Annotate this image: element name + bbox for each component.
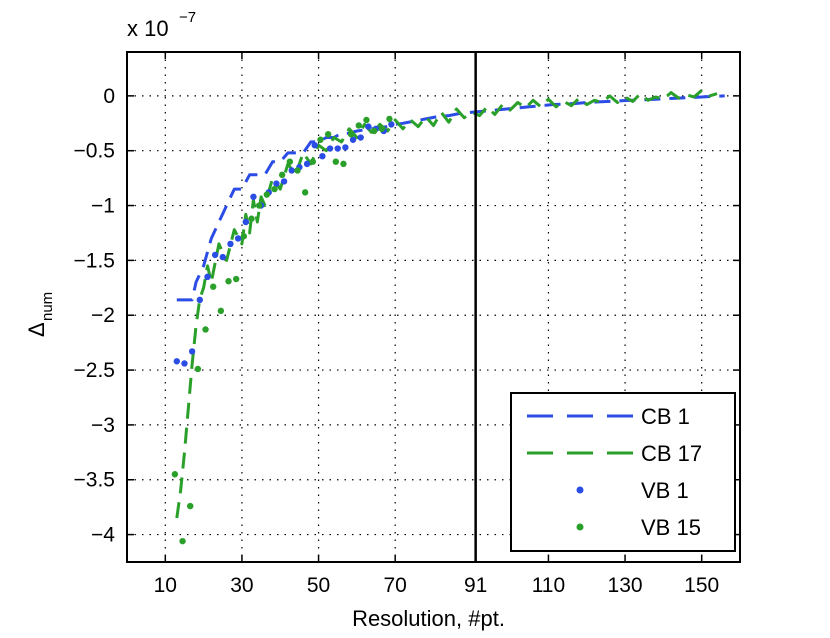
data-point-vb-15: [248, 215, 255, 222]
data-point-vb-1: [204, 273, 211, 281]
data-point-vb-1: [280, 178, 288, 185]
axis-ticks: 10 30 50 70 91 110 130 150 0 −0.5 −1 −1.5 −2 −2.5 −3 −3…: [74, 52, 740, 597]
x-tick-label: 70: [384, 574, 407, 597]
x-tick-label: 91: [464, 574, 487, 597]
data-point-vb-15: [347, 131, 355, 138]
data-point-vb-1: [273, 180, 280, 187]
data-point-vb-15: [286, 158, 294, 165]
legend-label-cb-1: CB 1: [641, 404, 690, 429]
data-point-vb-1: [227, 240, 234, 248]
data-point-vb-1: [342, 144, 349, 151]
x-tick-label: 130: [608, 574, 643, 597]
data-point-vb-1: [303, 160, 311, 168]
data-point-vb-15: [278, 171, 286, 179]
data-point-vb-1: [188, 348, 196, 355]
data-point-vb-15: [179, 537, 186, 545]
data-point-vb-15: [294, 167, 301, 174]
data-point-vb-1: [234, 235, 242, 242]
data-point-vb-15: [355, 122, 362, 129]
x-tick-label: 150: [684, 574, 719, 597]
series-layer: [171, 88, 725, 545]
data-point-vb-1: [288, 167, 295, 174]
data-point-vb-1: [388, 121, 395, 128]
data-point-vb-1: [173, 358, 181, 365]
data-point-vb-15: [340, 160, 347, 168]
exponent-base-label: x 10: [127, 16, 169, 41]
data-point-vb-15: [217, 307, 225, 315]
data-point-vb-15: [301, 189, 309, 196]
data-point-vb-1: [196, 296, 203, 304]
data-point-vb-15: [317, 136, 324, 143]
exponent-power-label: −7: [179, 9, 196, 26]
data-point-vb-15: [255, 202, 263, 209]
x-axis-label: Resolution, #pt.: [352, 606, 505, 631]
data-point-vb-1: [357, 134, 364, 141]
data-point-vb-1: [365, 123, 372, 130]
legend-label-vb-1: VB 1: [641, 478, 689, 503]
data-point-vb-15: [263, 191, 271, 198]
y-axis-label: Δ num: [24, 292, 56, 337]
data-point-vb-15: [232, 275, 240, 283]
data-point-vb-15: [171, 471, 179, 478]
x-tick-label: 110: [532, 574, 565, 597]
data-point-vb-1: [311, 142, 318, 149]
legend-label-cb-17: CB 17: [641, 441, 702, 466]
data-point-vb-15: [324, 131, 332, 138]
data-point-vb-15: [271, 185, 278, 193]
data-point-vb-1: [219, 253, 226, 261]
y-tick-label: −2.5: [74, 359, 115, 382]
x-tick-label: 30: [230, 574, 253, 597]
y-tick-label: −1.5: [74, 249, 115, 272]
data-point-vb-1: [242, 218, 249, 226]
data-point-vb-1: [181, 360, 188, 367]
y-tick-label: −3.5: [74, 469, 115, 492]
data-point-vb-15: [194, 365, 202, 373]
data-point-vb-15: [370, 127, 378, 135]
data-point-vb-15: [225, 278, 232, 285]
data-point-vb-15: [378, 125, 385, 132]
y-tick-label: −3: [91, 414, 115, 437]
data-point-vb-15: [309, 158, 317, 165]
y-tick-label: −1: [91, 195, 115, 218]
data-point-vb-15: [240, 233, 248, 240]
legend-swatch-vb-1: [576, 486, 584, 494]
y-tick-label: −4: [91, 524, 115, 547]
data-point-vb-15: [202, 326, 209, 333]
data-point-vb-1: [319, 152, 326, 160]
legend-label-vb-15: VB 15: [641, 515, 701, 540]
data-point-vb-1: [250, 193, 257, 200]
x-tick-label: 10: [154, 574, 177, 597]
series-line-cb-1: [176, 94, 725, 302]
data-point-vb-15: [187, 502, 194, 510]
y-axis-label-subscript: num: [39, 292, 56, 321]
data-point-vb-1: [326, 145, 334, 152]
data-point-vb-15: [210, 283, 217, 290]
series-line-cb-17: [175, 88, 718, 519]
y-tick-label: 0: [103, 85, 115, 108]
y-axis-label-main: Δ: [24, 322, 49, 337]
y-tick-label: −2: [91, 304, 115, 327]
legend-box: [510, 392, 736, 552]
x-tick-label: 50: [307, 574, 330, 597]
data-point-vb-1: [349, 136, 357, 143]
data-point-vb-15: [332, 158, 340, 165]
data-point-vb-1: [334, 145, 341, 152]
data-point-vb-15: [363, 116, 370, 124]
y-tick-label: −0.5: [74, 140, 115, 163]
legend-swatch-vb-15: [576, 523, 584, 531]
legend: CB 1 CB 17 VB 1 VB 15: [510, 392, 736, 552]
data-point-vb-15: [386, 115, 393, 123]
plot-frame: [126, 51, 741, 563]
data-point-vb-1: [211, 251, 219, 259]
